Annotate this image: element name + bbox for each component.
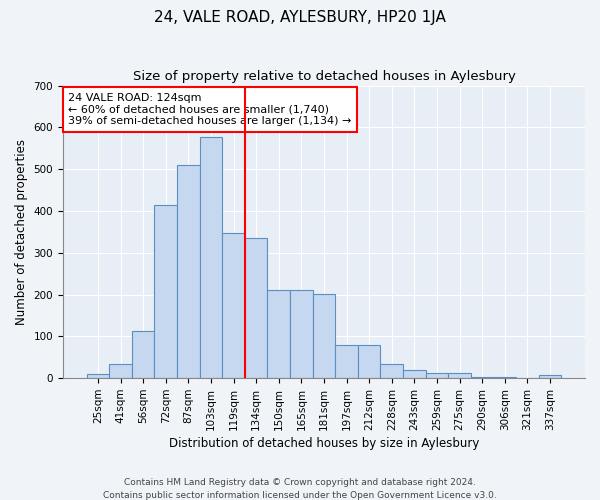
Bar	[425, 373, 448, 378]
Bar	[448, 373, 471, 378]
Text: 24 VALE ROAD: 124sqm
← 60% of detached houses are smaller (1,740)
39% of semi-de: 24 VALE ROAD: 124sqm ← 60% of detached h…	[68, 93, 352, 126]
Text: 24, VALE ROAD, AYLESBURY, HP20 1JA: 24, VALE ROAD, AYLESBURY, HP20 1JA	[154, 10, 446, 25]
Bar	[358, 345, 380, 378]
Bar	[493, 377, 516, 378]
Bar	[335, 345, 358, 378]
Bar	[290, 290, 313, 378]
Bar	[268, 290, 290, 378]
Bar	[154, 204, 177, 378]
Bar	[86, 374, 109, 378]
Bar	[245, 238, 268, 378]
Bar	[403, 370, 425, 378]
Bar	[109, 364, 132, 378]
Bar	[177, 165, 200, 378]
Bar	[471, 377, 493, 378]
Title: Size of property relative to detached houses in Aylesbury: Size of property relative to detached ho…	[133, 70, 515, 83]
Bar	[132, 331, 154, 378]
Bar	[200, 137, 222, 378]
Y-axis label: Number of detached properties: Number of detached properties	[15, 139, 28, 325]
Text: Contains HM Land Registry data © Crown copyright and database right 2024.
Contai: Contains HM Land Registry data © Crown c…	[103, 478, 497, 500]
Bar	[539, 375, 561, 378]
Bar	[222, 232, 245, 378]
Bar	[313, 294, 335, 378]
Bar	[380, 364, 403, 378]
X-axis label: Distribution of detached houses by size in Aylesbury: Distribution of detached houses by size …	[169, 437, 479, 450]
